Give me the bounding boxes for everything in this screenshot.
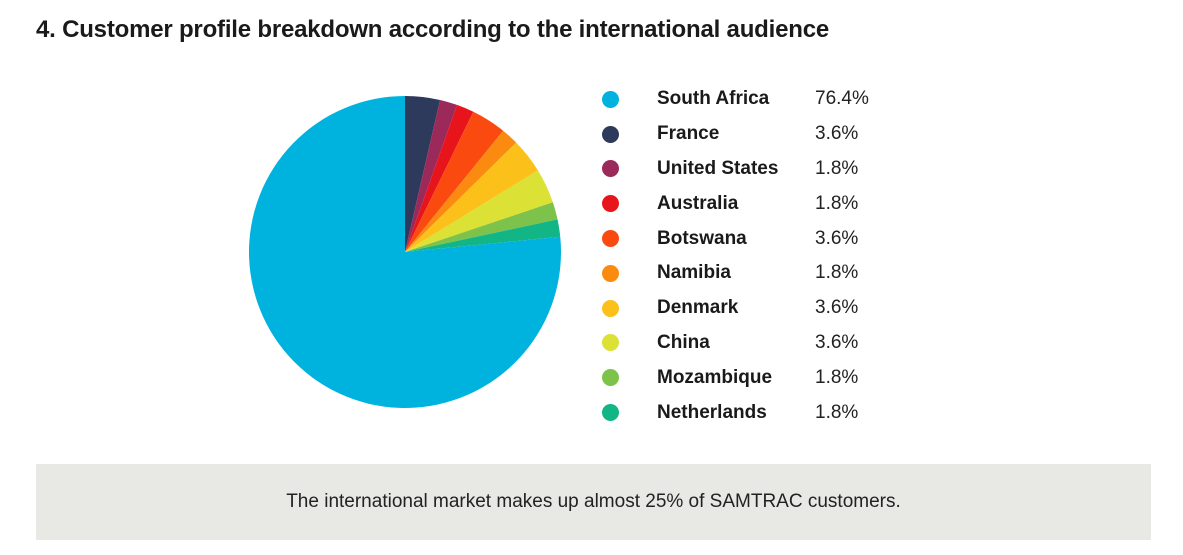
pie-slice-united-states: [405, 99, 458, 252]
legend-swatch: [602, 299, 619, 317]
footer-note: The international market makes up almost…: [36, 464, 1151, 540]
legend-item: United States 1.8%: [602, 152, 869, 187]
legend-value: 1.8%: [815, 401, 859, 423]
legend-swatch: [602, 230, 619, 248]
legend-label: Mozambique: [657, 366, 773, 388]
pie-slice-south-africa: [248, 96, 561, 408]
legend-item: Namibia 1.8%: [602, 256, 869, 291]
legend-label: China: [657, 331, 710, 353]
legend-value: 3.6%: [815, 331, 859, 353]
legend-item: France 3.6%: [602, 117, 869, 152]
chart-legend: South Africa 76.4% France 3.6% United States…: [602, 82, 869, 430]
legend-label: Namibia: [657, 262, 731, 284]
legend-item: Mozambique 1.8%: [602, 360, 869, 395]
legend-value: 1.8%: [815, 366, 859, 388]
legend-swatch: [602, 160, 619, 178]
legend-swatch: [602, 125, 619, 143]
pie-slice-australia: [405, 104, 474, 253]
legend-label: South Africa: [657, 88, 770, 110]
legend-swatch: [602, 369, 619, 387]
chart-title: 4. Customer profile breakdown according …: [36, 16, 830, 43]
legend-label: Denmark: [657, 297, 739, 319]
legend-item: Botswana 3.6%: [602, 221, 869, 256]
legend-label: France: [657, 123, 720, 145]
legend-value: 76.4%: [815, 88, 869, 110]
legend-item: China 3.6%: [602, 326, 869, 361]
pie-slice-netherlands: [405, 219, 561, 252]
legend-item: South Africa 76.4%: [602, 82, 869, 117]
legend-item: Australia 1.8%: [602, 186, 869, 221]
legend-value: 3.6%: [815, 227, 859, 249]
pie-slice-denmark: [405, 142, 538, 252]
legend-swatch: [602, 195, 619, 213]
legend-value: 3.6%: [815, 297, 859, 319]
legend-label: Australia: [657, 192, 739, 214]
legend-swatch: [602, 264, 619, 282]
pie-chart: [248, 96, 561, 408]
pie-slice-france: [405, 96, 441, 252]
legend-value: 3.6%: [815, 123, 859, 145]
legend-item: Netherlands 1.8%: [602, 395, 869, 430]
legend-label: Botswana: [657, 227, 747, 249]
pie-slice-namibia: [405, 130, 517, 252]
legend-label: United States: [657, 157, 779, 179]
legend-value: 1.8%: [815, 157, 859, 179]
legend-swatch: [602, 404, 619, 422]
legend-value: 1.8%: [815, 192, 859, 214]
legend-label: Netherlands: [657, 401, 767, 423]
pie-slice-botswana: [405, 111, 504, 252]
pie-slice-mozambique: [405, 202, 558, 252]
footer-text: The international market makes up almost…: [286, 491, 901, 512]
legend-swatch: [602, 334, 619, 352]
legend-item: Denmark 3.6%: [602, 291, 869, 326]
pie-slice-china: [405, 170, 553, 252]
legend-value: 1.8%: [815, 262, 859, 284]
legend-swatch: [602, 90, 619, 108]
